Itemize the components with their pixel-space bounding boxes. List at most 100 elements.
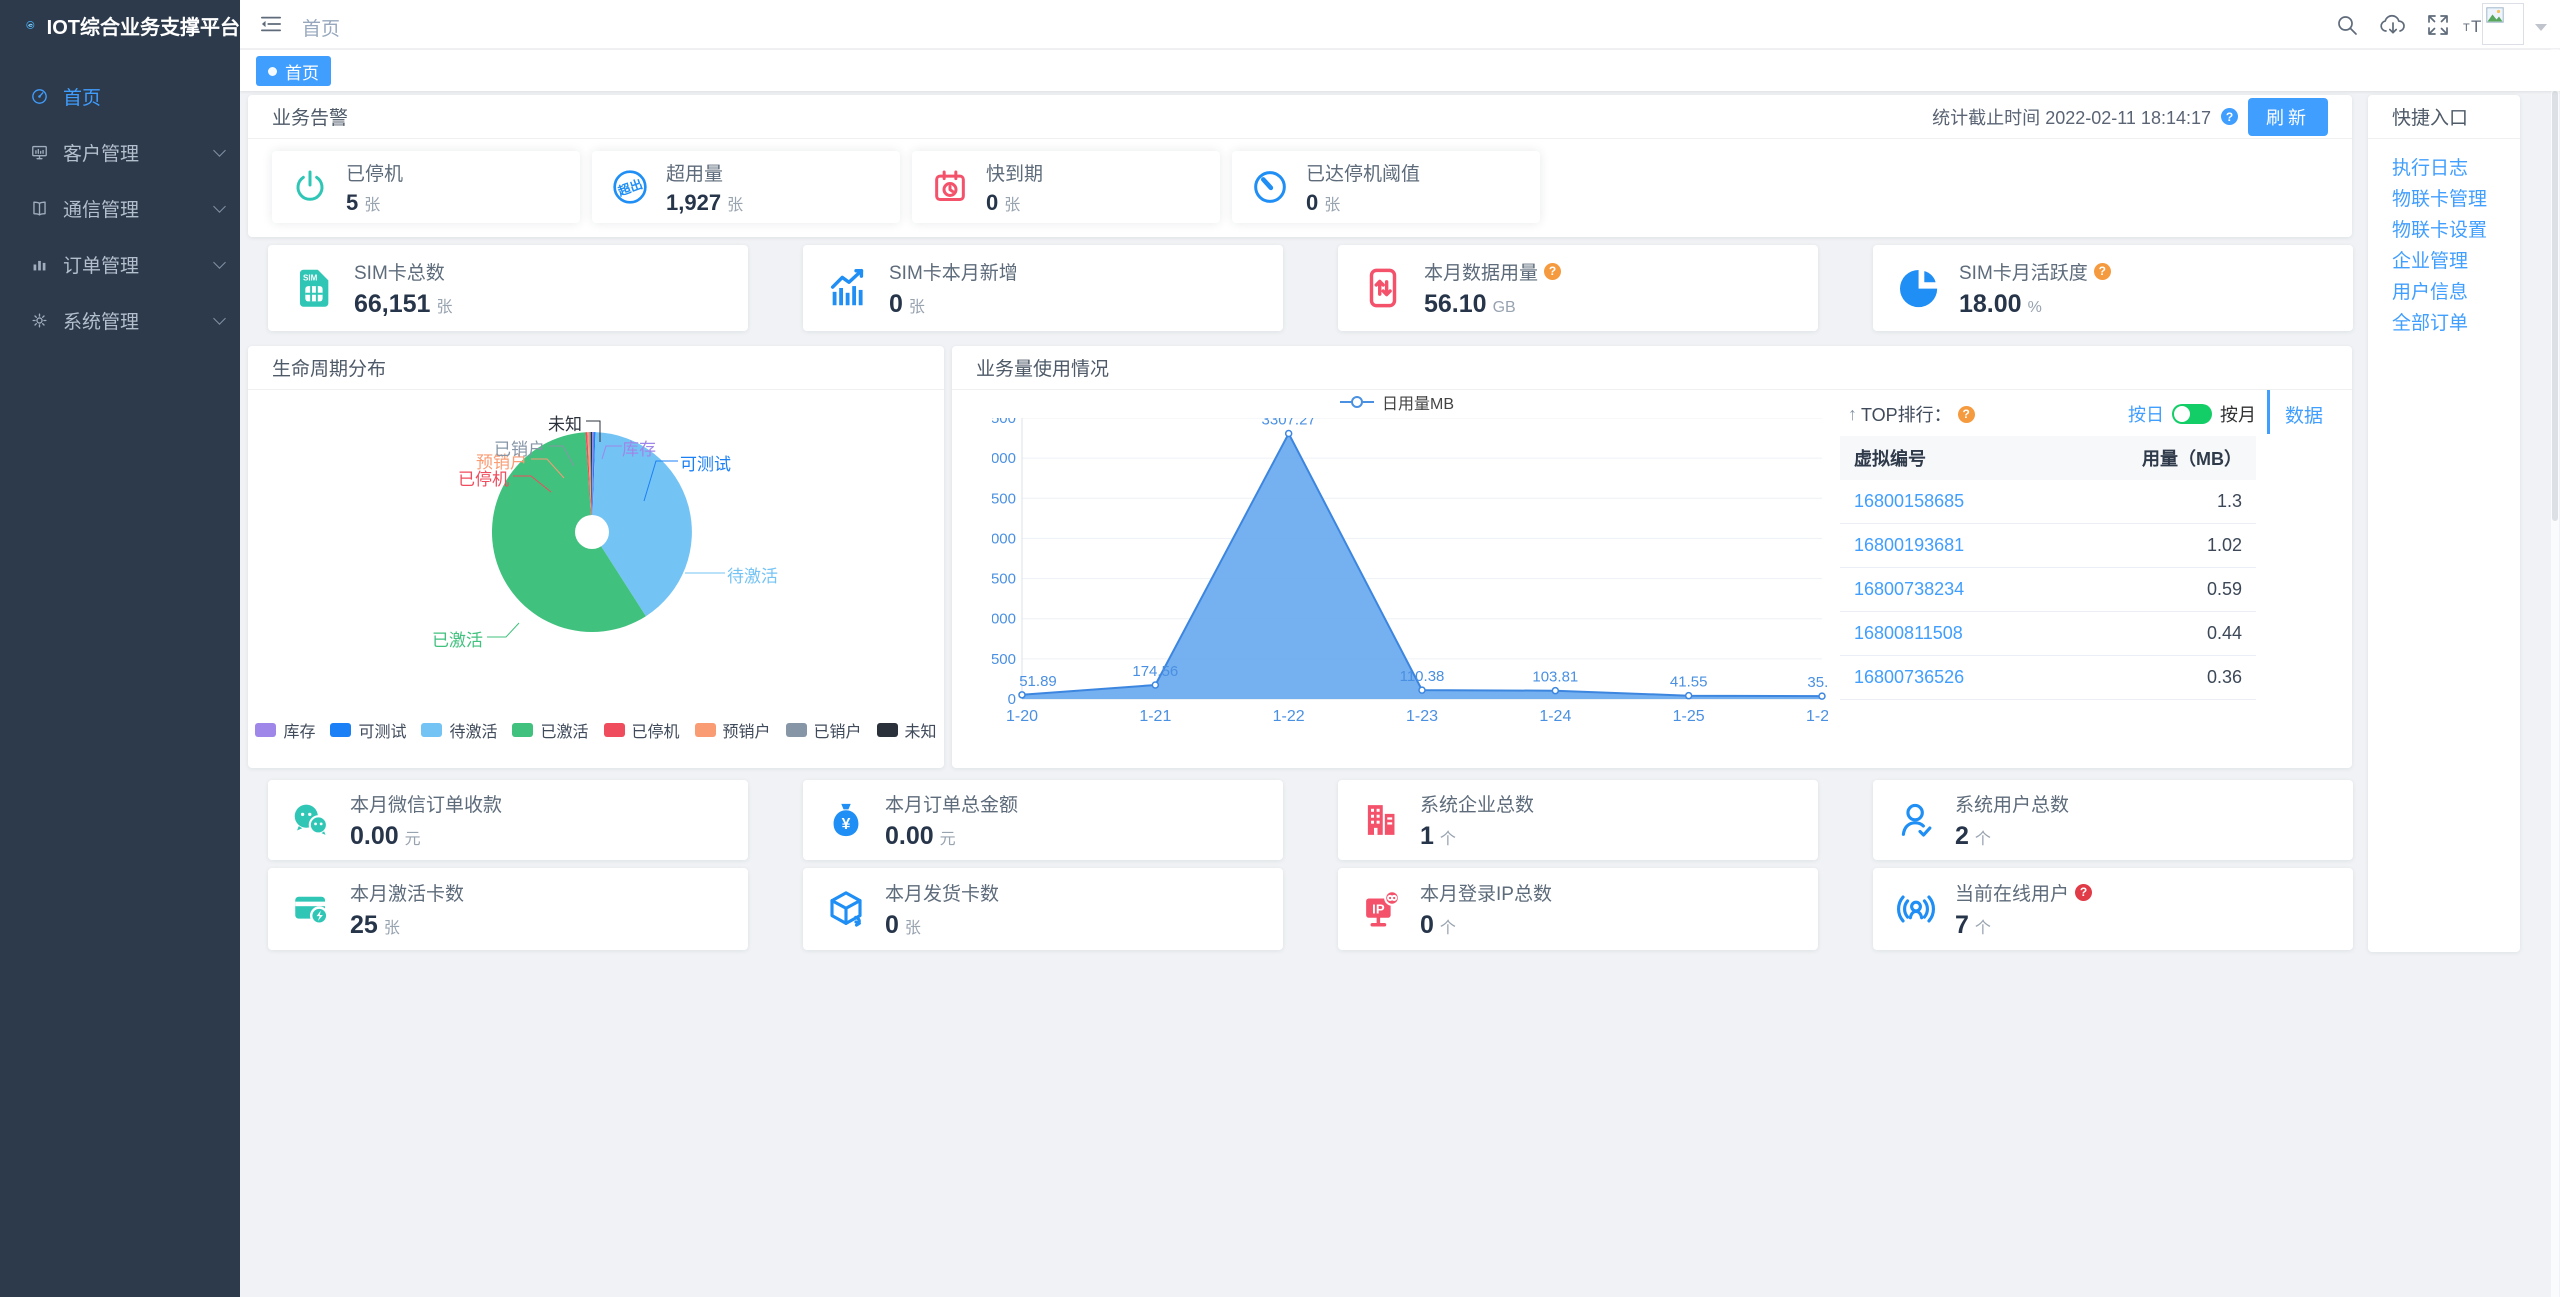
- legend-item[interactable]: 待激活: [421, 718, 497, 742]
- stat-value: 2: [1955, 821, 1969, 850]
- sidebar-item-customers[interactable]: 客户管理: [0, 124, 240, 180]
- font-size-icon[interactable]: T T: [2462, 13, 2486, 37]
- usage-value: 0.44: [2206, 623, 2242, 643]
- fullscreen-icon[interactable]: [2426, 13, 2450, 37]
- legend-swatch: [603, 723, 625, 737]
- overuse-stamp-icon: 超出: [613, 170, 647, 204]
- help-icon[interactable]: ?: [1544, 262, 1562, 280]
- stat-title: SIM卡月活跃度: [1959, 262, 2088, 284]
- avatar-placeholder[interactable]: [2482, 3, 2524, 45]
- sidebar-item-system[interactable]: 系统管理: [0, 292, 240, 348]
- quick-link-all-orders[interactable]: 全部订单: [2392, 313, 2469, 334]
- legend-item[interactable]: 已激活: [512, 718, 589, 742]
- legend-label: 未知: [904, 724, 937, 741]
- stat-title: 本月登录IP总数: [1420, 883, 1552, 905]
- top-rank-header: ↑ TOP排行： ? 按日 按月: [1848, 401, 2256, 427]
- svg-text:174.56: 174.56: [1132, 663, 1178, 680]
- usage-value: 1.02: [2206, 535, 2242, 555]
- pie-callout-label: 库存: [622, 440, 656, 459]
- stat-title: 系统用户总数: [1955, 794, 2070, 816]
- scrollbar-track[interactable]: [2551, 49, 2559, 1297]
- refresh-button[interactable]: 刷新: [2248, 97, 2328, 136]
- sidebar-item-communication[interactable]: 通信管理: [0, 180, 240, 236]
- svg-text:35.9: 35.9: [1807, 674, 1828, 691]
- tab-data[interactable]: 数据: [2285, 406, 2324, 427]
- lifecycle-pie-chart[interactable]: [248, 346, 944, 768]
- svg-text:1-20: 1-20: [1006, 708, 1038, 725]
- quick-link-enterprise-mgmt[interactable]: 企业管理: [2392, 251, 2469, 272]
- legend-item[interactable]: 预销户: [694, 718, 771, 742]
- stat-unit: 元: [939, 830, 956, 848]
- lifecycle-pie-card: 生命周期分布 库存 可测试 待激活 已激活 已停机 预销户 已销户 未知 库存 可测试 待激活 已激…: [248, 346, 944, 768]
- quick-entry-links: 执行日志 物联卡管理 物联卡设置 企业管理 用户信息 全部订单: [2368, 139, 2520, 353]
- series-legend[interactable]: 日用量MB: [1340, 390, 1454, 414]
- help-icon[interactable]: ?: [1957, 405, 1975, 423]
- quick-link-user-info[interactable]: 用户信息: [2392, 282, 2469, 303]
- collapse-menu-icon[interactable]: [260, 14, 282, 34]
- scrollbar-thumb[interactable]: [2552, 91, 2558, 521]
- login-ip-icon: IP: [1366, 890, 1400, 927]
- money-bag-icon: ¥: [833, 803, 859, 837]
- help-icon[interactable]: ?: [2221, 108, 2238, 125]
- order-chart-icon: [33, 260, 46, 270]
- stat-title: 本月发货卡数: [885, 883, 1000, 905]
- virtual-number-link[interactable]: 16800738234: [1854, 579, 1965, 599]
- dashboard-icon: [32, 88, 47, 104]
- table-row: 16800193681 1.02: [1840, 524, 2256, 568]
- stat-time-value: 2022-02-11 18:14:17: [2045, 107, 2211, 128]
- col-virtual-number: 虚拟编号: [1854, 449, 1926, 469]
- breadcrumb[interactable]: 首页: [302, 19, 341, 40]
- quick-link-iot-card-settings[interactable]: 物联卡设置: [2392, 220, 2488, 241]
- legend-item[interactable]: 未知: [876, 718, 937, 742]
- stat-unit: 个: [1974, 830, 1991, 848]
- stat-unit: 个: [1439, 919, 1456, 937]
- toggle-left-label[interactable]: 按日: [2128, 405, 2164, 425]
- pie-callout-label: 可测试: [680, 455, 731, 474]
- shipment-box-icon: [830, 891, 862, 927]
- svg-text:SIM: SIM: [303, 274, 318, 283]
- daily-usage-area-chart[interactable]: 0 500 1,000 1,500 2,000 2,500 3,000 3,500 51.89 1…: [992, 418, 1828, 738]
- legend-item[interactable]: 库存: [255, 718, 315, 742]
- svg-text:3,000: 3,000: [992, 450, 1016, 467]
- help-icon[interactable]: ?: [2093, 262, 2111, 280]
- topbar: 首页 T T: [240, 0, 2560, 49]
- virtual-number-link[interactable]: 16800811508: [1854, 623, 1963, 643]
- legend-swatch: [694, 723, 716, 737]
- cloud-download-icon[interactable]: [2378, 13, 2408, 37]
- data-usage-icon: [1369, 268, 1397, 308]
- day-month-toggle[interactable]: [2172, 404, 2212, 424]
- toggle-knob: [2174, 406, 2190, 422]
- toggle-right-label[interactable]: 按月: [2220, 405, 2256, 425]
- sidebar-item-orders[interactable]: 订单管理: [0, 236, 240, 292]
- stat-card-order-amount: ¥ 本月订单总金额 0.00 元: [803, 780, 1283, 860]
- sidebar-item-home[interactable]: 首页: [0, 68, 240, 124]
- quick-link-exec-log[interactable]: 执行日志: [2392, 158, 2469, 179]
- svg-text:0: 0: [1008, 691, 1016, 708]
- legend-item[interactable]: 可测试: [330, 718, 406, 742]
- dropdown-caret-icon[interactable]: [2535, 24, 2547, 31]
- stat-title: SIM卡本月新增: [889, 262, 1018, 284]
- card-activate-icon: [295, 896, 329, 925]
- virtual-number-link[interactable]: 16800158685: [1854, 491, 1965, 511]
- quick-link-iot-card-mgmt[interactable]: 物联卡管理: [2392, 189, 2488, 210]
- pie-legend: 库存 可测试 待激活 已激活 已停机 预销户 已销户 未知: [248, 718, 944, 742]
- legend-swatch: [512, 723, 534, 737]
- quick-entry-title: 快捷入口: [2392, 108, 2469, 129]
- svg-text:500: 500: [992, 651, 1016, 668]
- virtual-number-link[interactable]: 16800193681: [1854, 535, 1965, 555]
- stat-unit: 张: [436, 298, 453, 316]
- svg-text:超出: 超出: [615, 176, 645, 199]
- legend-item[interactable]: 已停机: [603, 718, 680, 742]
- tab-home[interactable]: 首页: [256, 56, 331, 86]
- legend-item[interactable]: 已销户: [785, 718, 862, 742]
- search-icon[interactable]: [2335, 13, 2359, 37]
- help-icon[interactable]: ?: [2075, 883, 2093, 901]
- communication-book-icon: [33, 200, 46, 216]
- legend-label: 已激活: [540, 724, 589, 741]
- virtual-number-link[interactable]: 16800736526: [1854, 667, 1965, 687]
- app-logo-icon: [26, 21, 35, 29]
- stat-value: 5: [346, 189, 359, 215]
- pie-callout-label: 已停机: [458, 470, 509, 489]
